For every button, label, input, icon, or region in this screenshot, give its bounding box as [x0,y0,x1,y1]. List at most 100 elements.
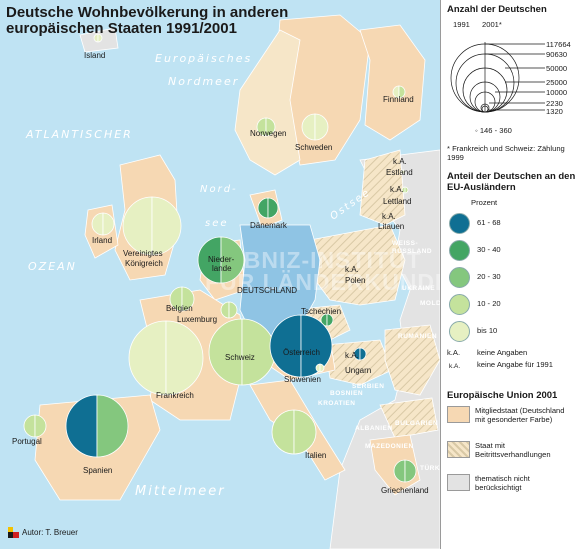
label-litauen: Litauen [378,222,404,231]
legend-year-2001: 2001* [482,20,502,29]
minor-label: TÜRKEI [420,463,447,472]
label-ungarn: Ungarn [345,366,371,375]
legend-anteil-title: Anteil der Deutschen an den EU-Ausländer… [447,171,576,193]
legend-small-range-value: 146 - 360 [479,126,512,135]
legend-panel: Anzahl der Deutschen 1991 2001* 117664 9… [440,0,579,549]
legend-size-5: 10000 [546,88,568,97]
label-finnland: Finnland [383,95,414,104]
legend-footnote: * Frankreich und Schweiz: Zählung 1999 [447,144,565,162]
circle-half-2001 [359,347,367,361]
legend-prozent: Prozent [471,198,498,207]
circle-half-2001 [151,196,182,256]
label-polen: Polen [345,276,365,285]
circle-half-2001 [404,186,409,194]
circle-half-1991 [393,459,406,483]
label-luxemburg: Luxemburg [177,315,217,324]
circle-half-2001 [267,197,279,219]
label-portugal: Portugal [12,437,42,446]
label-uk-1: Vereinigtes [123,249,163,258]
circle-half-2001 [102,212,115,236]
circle-half-1991 [220,301,230,319]
legend-class-swatch [449,213,470,234]
legend-size-6: 2230 [546,99,563,108]
watermark-line2: FÜR LÄNDERKUNDE [205,269,451,295]
minor-label: ALBANIEN [355,425,393,432]
minor-label: RUSSLAND [392,248,432,255]
label-spanien: Spanien [83,466,112,475]
legend-class-swatch [449,294,470,315]
legend-class-swatch [449,267,470,288]
minor-label: WEISS- [392,240,418,247]
legend-eu-label: Staat mit Beitrittsverhandlungen [475,441,551,459]
minor-label: UKRAINE [402,285,435,292]
label-ka-ungarn: k.A. [345,351,359,360]
map-title: Deutsche Wohnbevölkerung in anderen euro… [6,4,289,37]
label-ka-polen: k.A. [345,265,359,274]
legend-eu-swatch [447,406,470,423]
legend-class-swatch [449,321,470,342]
legend-eu-label: Mitgliedstaat (Deutschland mit gesondert… [475,406,565,424]
label-niederlande-1: Nieder- [208,255,235,264]
circle-half-2001 [293,409,317,455]
circle-half-2001 [181,286,195,312]
finland-shape [359,24,426,141]
circle-half-2001 [398,85,406,99]
label-irland: Irland [92,236,112,245]
baltics-shape [359,149,406,226]
circle-half-2001 [314,113,329,141]
circle-half-2001 [165,320,204,396]
legend-anzahl-title: Anzahl der Deutschen [447,4,547,15]
legend-size-2: 90630 [546,50,568,59]
minor-label: KROATIEN [318,400,355,407]
legend-ka-small-text: keine Angabe für 1991 [477,360,554,369]
circle-half-1991 [257,197,269,219]
legend-class-label: 20 - 30 [477,272,501,281]
norway-shape [234,29,301,176]
label-island: Island [84,51,105,60]
label-norwegen: Norwegen [250,129,286,138]
sea-mittelmeer: Mittelmeer [135,484,226,499]
circle-half-2001 [265,117,276,137]
circle-half-1991 [169,286,183,312]
circle-half-2001 [404,459,417,483]
circle-half-2001 [402,169,406,175]
circle-half-2001 [220,236,245,284]
author-credit: Autor: T. Breuer [22,528,78,537]
label-deutschland: DEUTSCHLAND [237,286,297,295]
circle-half-1991 [91,212,104,236]
label-niederlande-2: lande [212,264,232,273]
legend-size-circles [450,42,545,113]
bulgaria-shape [379,397,439,439]
legend-class-label: bis 10 [477,326,498,335]
legend-ka-small: k.A. [449,363,461,370]
label-italien: Italien [305,451,326,460]
label-slowenien: Slowenien [284,375,321,384]
circle-half-1991 [256,117,267,137]
label-uk-2: Königreich [125,259,163,268]
label-daenemark: Dänemark [250,221,288,230]
legend-class-label: 61 - 68 [477,218,501,227]
poland-shape [309,224,406,306]
minor-label: MAZEDONIEN [365,443,414,450]
label-ka-litauen: k.A. [382,212,396,221]
legend-ka-label: k.A. [447,348,461,357]
label-belgien: Belgien [166,304,193,313]
minor-label: RUMÄNIEN [398,332,437,340]
circle-half-2001 [300,314,333,378]
circle-half-1991 [128,320,167,396]
ifl-logo-icon [8,527,19,538]
legend-size-7: 1320 [546,107,563,116]
circle-half-2001 [34,414,47,438]
sea-europ: Europäisches [155,52,252,65]
legend-small-range: ◦ 146 - 360 [475,126,512,135]
legend-size-1: 117664 [546,40,571,49]
hungary-shape [324,339,393,386]
romania-shape [384,324,441,396]
label-tschechien: Tschechien [301,307,341,316]
proportional-circles [23,33,417,483]
circle-half-1991 [23,414,36,438]
minor-label: BULGARIEN [395,420,438,427]
circle-half-2001 [319,363,325,373]
legend-eu-swatch [447,474,470,491]
sea-nordsee2: see [205,218,229,229]
